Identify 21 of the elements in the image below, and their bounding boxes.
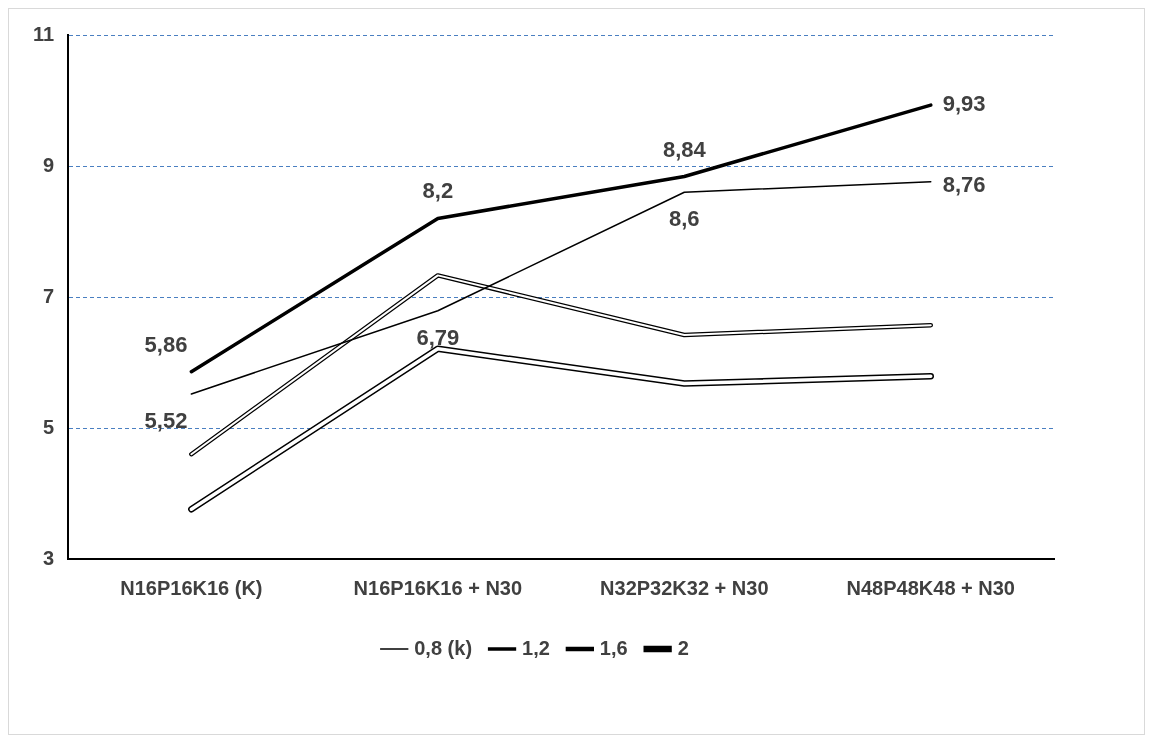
x-tick-label: N32P32K32 + N30 [600, 576, 769, 599]
x-tick-label: N48P48K48 + N30 [846, 576, 1015, 599]
data-label: 8,76 [942, 171, 986, 197]
x-tick-label: N16P16K16 + N30 [353, 576, 523, 599]
y-tick-label: 7 [43, 284, 55, 307]
data-label: 6,79 [416, 324, 460, 350]
y-tick-label: 11 [32, 22, 55, 45]
data-label: 8,2 [422, 178, 454, 204]
data-label: 5,86 [144, 331, 188, 357]
legend-label: 1,6 [599, 636, 628, 659]
x-tick-label: N16P16K16 (K) [120, 576, 263, 599]
legend-label: 1,2 [522, 636, 550, 659]
data-label: 9,93 [942, 91, 986, 117]
legend-label: 2 [677, 636, 689, 659]
data-label: 8,84 [662, 136, 707, 162]
legend-label: 0,8 (k) [414, 636, 473, 659]
y-tick-label: 5 [43, 415, 55, 438]
y-tick-label: 9 [43, 153, 55, 176]
data-label: 8,6 [669, 206, 700, 232]
y-tick-label: 3 [43, 546, 55, 569]
data-label: 5,52 [144, 408, 188, 433]
